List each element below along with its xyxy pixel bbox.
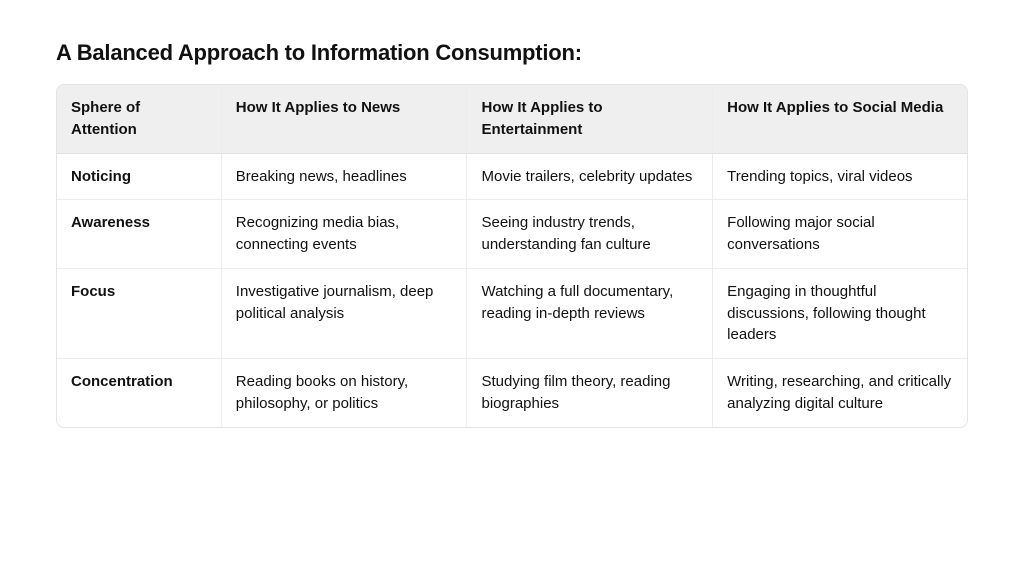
table-cell: Movie trailers, celebrity updates — [466, 154, 712, 201]
column-header: Sphere of Attention — [57, 85, 221, 154]
table-cell: Seeing industry trends, understanding fa… — [466, 200, 712, 269]
table-row: Awareness Recognizing media bias, connec… — [57, 200, 967, 269]
table-cell: Recognizing media bias, connecting event… — [221, 200, 467, 269]
row-label: Awareness — [57, 200, 221, 269]
attention-table: Sphere of Attention How It Applies to Ne… — [56, 84, 968, 428]
row-label: Noticing — [57, 154, 221, 201]
table-row: Noticing Breaking news, headlines Movie … — [57, 154, 967, 201]
table-cell: Studying film theory, reading biographie… — [466, 359, 712, 427]
table-cell: Investigative journalism, deep political… — [221, 269, 467, 359]
table-row: Concentration Reading books on history, … — [57, 359, 967, 427]
table-cell: Writing, researching, and critically ana… — [712, 359, 967, 427]
table-cell: Reading books on history, philosophy, or… — [221, 359, 467, 427]
table-row: Focus Investigative journalism, deep pol… — [57, 269, 967, 359]
table-header-row: Sphere of Attention How It Applies to Ne… — [57, 85, 967, 154]
table-cell: Engaging in thoughtful discussions, foll… — [712, 269, 967, 359]
row-label: Focus — [57, 269, 221, 359]
row-label: Concentration — [57, 359, 221, 427]
table-cell: Following major social conversations — [712, 200, 967, 269]
table-cell: Breaking news, headlines — [221, 154, 467, 201]
table-cell: Trending topics, viral videos — [712, 154, 967, 201]
column-header: How It Applies to Social Media — [712, 85, 967, 154]
page-title: A Balanced Approach to Information Consu… — [56, 40, 968, 66]
table-cell: Watching a full documentary, reading in-… — [466, 269, 712, 359]
column-header: How It Applies to News — [221, 85, 467, 154]
column-header: How It Applies to Entertainment — [466, 85, 712, 154]
